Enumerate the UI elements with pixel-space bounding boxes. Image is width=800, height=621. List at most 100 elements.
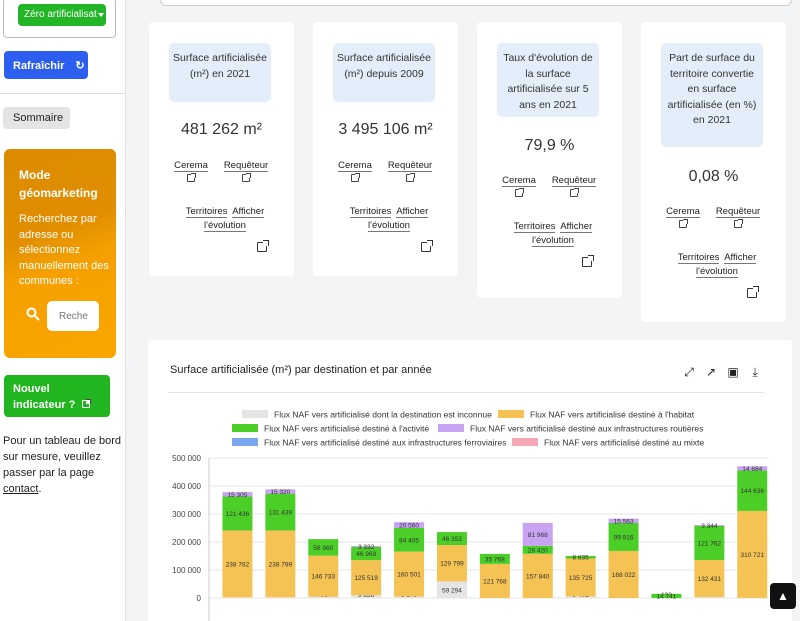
indicator-select[interactable]: Zéro artificialisat	[18, 4, 106, 26]
data-label: 20 560	[399, 523, 419, 530]
data-label: 121 762	[698, 540, 722, 547]
bar-segment	[522, 522, 553, 546]
data-label: 168 022	[612, 572, 636, 579]
data-label: 132 431	[698, 576, 722, 583]
bar-segment	[737, 597, 768, 599]
indicator-select-value: Zéro artificialisat	[24, 9, 97, 20]
new-indicator-button[interactable]: Nouvel indicateur ?	[4, 375, 110, 417]
data-label: 310 721	[741, 552, 765, 559]
image-icon[interactable]: ▣	[727, 365, 739, 379]
external-link-icon[interactable]	[582, 255, 594, 267]
bar-segment	[394, 596, 425, 598]
data-label: 59 294	[442, 588, 462, 595]
bar-segment	[265, 597, 296, 598]
legend-swatch	[242, 410, 268, 418]
geomarketing-search-input[interactable]	[47, 301, 99, 331]
geomarketing-title: Mode géomarketing	[19, 168, 98, 200]
bar-segment	[737, 470, 768, 511]
bar-segment	[308, 555, 339, 597]
bar-segment	[694, 597, 725, 598]
search-icon	[26, 307, 40, 321]
bar-segment	[394, 527, 425, 552]
data-label: 3 344	[701, 523, 718, 530]
refresh-label: Rafraîchir	[13, 60, 65, 72]
data-label: 238 782	[226, 561, 250, 568]
external-link-icon[interactable]	[747, 286, 759, 298]
external-link-icon	[242, 173, 251, 182]
bar-segment	[479, 563, 510, 598]
kpi-card: Part de surface du territoire convertie …	[641, 22, 786, 322]
bar-segment	[436, 532, 467, 546]
bar-segment	[737, 466, 768, 471]
refresh-icon: ↻	[75, 60, 85, 72]
kpi-card: Surface artificialisée (m²) en 2021 481 …	[149, 22, 294, 276]
chart-card: Surface artificialisée (m²) par destinat…	[148, 340, 792, 621]
bar-segment	[436, 545, 467, 582]
evolution-links[interactable]: Territoires Afficher l'évolution	[349, 206, 429, 232]
legend-swatch	[232, 438, 258, 446]
external-link-icon	[187, 173, 196, 182]
cerema-link[interactable]: Cerema	[663, 205, 703, 233]
refresh-button[interactable]: Rafraîchir ↻	[4, 51, 88, 79]
top-search-bar[interactable]	[160, 0, 792, 6]
kpi-value: 3 495 106 m²	[338, 121, 433, 138]
cerema-link[interactable]: Cerema	[499, 174, 539, 202]
external-link-icon[interactable]	[257, 240, 269, 252]
bar-segment	[479, 597, 510, 599]
requeteur-link[interactable]: Requêteur	[387, 159, 433, 187]
data-label: 15 305	[228, 492, 248, 499]
sommaire-button[interactable]: Sommaire	[3, 107, 70, 129]
bar-segment	[222, 496, 253, 531]
bar-segment	[222, 492, 253, 497]
kpi-card: Surface artificialisée (m²) depuis 2009 …	[313, 22, 458, 276]
data-label: 160 501	[397, 572, 421, 579]
evolution-links[interactable]: Territoires Afficher l'évolution	[185, 206, 265, 232]
bar-segment	[522, 545, 553, 554]
cerema-link[interactable]: Cerema	[335, 159, 375, 187]
bar-segment	[565, 556, 596, 559]
bar-segment	[265, 530, 296, 598]
kpi-card: Taux d'évolution de la surface artificia…	[477, 22, 622, 298]
expand-icon[interactable]: ⤢	[684, 365, 694, 379]
contact-link[interactable]: contact	[3, 483, 39, 495]
data-label: 238 799	[269, 561, 293, 568]
y-tick-label: 200 000	[172, 538, 201, 547]
legend-label: Flux NAF vers artificialisé destiné au m…	[544, 438, 704, 448]
indicator-select-box[interactable]: Zéro artificialisat	[3, 0, 116, 38]
caret-down-icon	[98, 13, 104, 17]
bar-segment	[351, 546, 382, 547]
bar-segment	[565, 596, 596, 598]
data-label: 84 405	[399, 537, 419, 544]
legend-label: Flux NAF vers artificialisé dont la dest…	[274, 410, 492, 420]
requeteur-link[interactable]: Requêteur	[715, 205, 761, 233]
legend-label: Flux NAF vers artificialisé destiné à l'…	[530, 410, 695, 420]
external-link-icon	[734, 219, 743, 228]
external-link-icon	[406, 173, 415, 182]
cerema-link[interactable]: Cerema	[171, 159, 211, 187]
chart-toolbar: ⤢ ↗ ▣ ⤓	[682, 365, 762, 379]
data-label: 121 768	[483, 578, 507, 585]
requeteur-link[interactable]: Requêteur	[223, 159, 269, 187]
kpi-label: Part de surface du territoire convertie …	[661, 43, 763, 147]
data-label: 144 636	[741, 488, 765, 495]
bar-segment	[222, 530, 253, 598]
external-link-icon	[515, 188, 524, 197]
external-link-icon	[570, 188, 579, 197]
sidebar-divider	[0, 93, 125, 94]
bar-segment	[222, 597, 253, 598]
external-link-icon[interactable]: ↗	[705, 365, 717, 379]
back-to-top-button[interactable]: ▲	[770, 583, 796, 609]
bar-segment	[308, 539, 339, 556]
evolution-links[interactable]: Territoires Afficher l'évolution	[513, 221, 593, 247]
external-link-icon[interactable]	[421, 240, 433, 252]
evolution-links[interactable]: Territoires Afficher l'évolution	[677, 252, 757, 278]
kpi-value: 79,9 %	[524, 137, 575, 154]
data-label: 157 840	[526, 573, 550, 580]
new-indicator-label: Nouvel indicateur ?	[13, 383, 76, 411]
y-tick-label: 400 000	[172, 482, 201, 491]
data-label: 81 968	[528, 532, 548, 539]
download-icon[interactable]: ⤓	[752, 365, 758, 379]
chart-title: Surface artificialisée (m²) par destinat…	[170, 364, 432, 376]
requeteur-link[interactable]: Requêteur	[551, 174, 597, 202]
bar-segment	[694, 560, 725, 598]
